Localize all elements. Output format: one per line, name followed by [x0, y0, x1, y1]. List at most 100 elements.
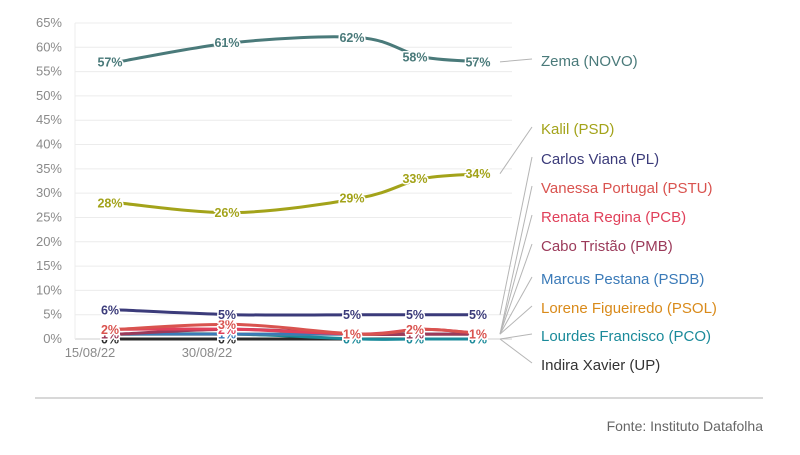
data-label: 0%: [101, 333, 119, 347]
data-label: 1%: [343, 328, 361, 342]
legend-connector: [499, 243, 533, 335]
y-tick-label: 50%: [36, 88, 62, 103]
data-label: 1%: [406, 328, 424, 342]
data-label: 2%: [101, 323, 119, 337]
legend-connectors: [499, 58, 533, 364]
grid: [74, 22, 512, 340]
data-label: 1%: [218, 328, 236, 342]
data-label: 1%: [101, 328, 119, 342]
data-label: 33%: [402, 172, 427, 186]
data-label: 34%: [465, 167, 490, 181]
x-tick-label: 15/08/22: [65, 345, 116, 360]
data-label: 1%: [469, 328, 487, 342]
legend-connector: [499, 214, 533, 335]
legend: Zema (NOVO) Kalil (PSD) Carlos Viana (PL) V…: [541, 53, 717, 374]
y-tick-label: 30%: [36, 185, 62, 200]
data-label: 5%: [343, 308, 361, 322]
data-label: 1%: [218, 328, 236, 342]
data-label: 1%: [101, 328, 119, 342]
y-tick-label: 10%: [36, 282, 62, 297]
series-lines: [116, 35, 488, 341]
source-note: Fonte: Instituto Datafolha: [606, 418, 763, 434]
data-label: 5%: [218, 308, 236, 322]
data-label: 61%: [214, 36, 239, 50]
data-label: 1%: [101, 328, 119, 342]
data-labels: 0% 0% 0% 0% 0%1% 1% 0% 0% 0%1% 1% 1% 1% 1%1% 1% 1% 1% 1%…: [96, 30, 492, 348]
legend-connector: [499, 276, 533, 335]
data-label: 62%: [339, 31, 364, 45]
data-label: 57%: [97, 55, 122, 69]
data-label: 1%: [406, 328, 424, 342]
legend-connector: [499, 126, 533, 174]
legend-label: Cabo Tristão (PMB): [541, 238, 673, 255]
data-label: 1%: [343, 328, 361, 342]
y-axis-ticks: 0% 5% 10% 15% 20% 25% 30% 35% 40% 45% 50% 55% 60% 65%: [36, 15, 62, 346]
data-label: 1%: [218, 328, 236, 342]
y-tick-label: 65%: [36, 15, 62, 30]
data-label: 2%: [406, 323, 424, 337]
y-tick-label: 25%: [36, 209, 62, 224]
data-label: 2%: [101, 323, 119, 337]
x-tick-label: 30/08/22: [182, 345, 233, 360]
data-label: 1%: [469, 328, 487, 342]
legend-label: Vanessa Portugal (PSTU): [541, 180, 712, 197]
data-label: 26%: [214, 206, 239, 220]
data-label: 1%: [469, 328, 487, 342]
series-line: [116, 322, 488, 336]
data-label: 2%: [218, 323, 236, 337]
legend-label: Renata Regina (PCB): [541, 209, 686, 226]
data-label: 0%: [469, 333, 487, 347]
y-tick-label: 55%: [36, 64, 62, 79]
y-tick-label: 0%: [43, 331, 62, 346]
data-label: 58%: [402, 51, 427, 65]
data-label: 1%: [343, 328, 361, 342]
legend-label: Lorene Figueiredo (PSOL): [541, 300, 717, 317]
data-label: 2%: [218, 323, 236, 337]
data-label: 1%: [469, 328, 487, 342]
data-label: 5%: [406, 308, 424, 322]
y-tick-label: 20%: [36, 234, 62, 249]
y-tick-label: 45%: [36, 112, 62, 127]
legend-connector: [499, 58, 533, 63]
line-chart: 0% 5% 10% 15% 20% 25% 30% 35% 40% 45% 50% 55% 60% 65%…: [36, 15, 717, 374]
data-label: 1%: [343, 328, 361, 342]
data-label: 1%: [343, 328, 361, 342]
legend-label: Indira Xavier (UP): [541, 357, 660, 374]
series-line: [116, 172, 488, 215]
legend-label: Lourdes Francisco (PCO): [541, 328, 711, 345]
y-tick-label: 60%: [36, 39, 62, 54]
data-label: 0%: [343, 333, 361, 347]
y-tick-label: 15%: [36, 258, 62, 273]
legend-label: Kalil (PSD): [541, 121, 614, 138]
footer-divider: [35, 397, 763, 399]
data-label: 57%: [465, 55, 490, 69]
data-label: 0%: [469, 333, 487, 347]
data-label: 0%: [343, 333, 361, 347]
series-line: [116, 308, 488, 317]
data-label: 1%: [101, 328, 119, 342]
y-tick-label: 5%: [43, 307, 62, 322]
legend-label: Marcus Pestana (PSDB): [541, 271, 704, 288]
data-label: 29%: [339, 192, 364, 206]
data-label: 1%: [406, 328, 424, 342]
data-label: 5%: [469, 308, 487, 322]
legend-connector: [499, 156, 533, 315]
legend-connector: [499, 333, 533, 340]
data-label: 3%: [218, 318, 236, 332]
data-label: 2%: [406, 323, 424, 337]
data-label: 28%: [97, 196, 122, 210]
y-tick-label: 40%: [36, 137, 62, 152]
legend-connector: [499, 185, 533, 335]
data-label: 1%: [469, 328, 487, 342]
legend-label: Carlos Viana (PL): [541, 151, 659, 168]
y-tick-label: 35%: [36, 161, 62, 176]
legend-connector: [499, 305, 533, 335]
legend-label: Zema (NOVO): [541, 53, 638, 70]
x-axis-ticks: 15/08/22 30/08/22: [65, 345, 233, 360]
data-label: 0%: [406, 333, 424, 347]
series-line: [116, 35, 488, 64]
data-label: 0%: [406, 333, 424, 347]
data-label: 6%: [101, 303, 119, 317]
data-label: 0%: [218, 333, 236, 347]
legend-connector: [499, 338, 533, 364]
